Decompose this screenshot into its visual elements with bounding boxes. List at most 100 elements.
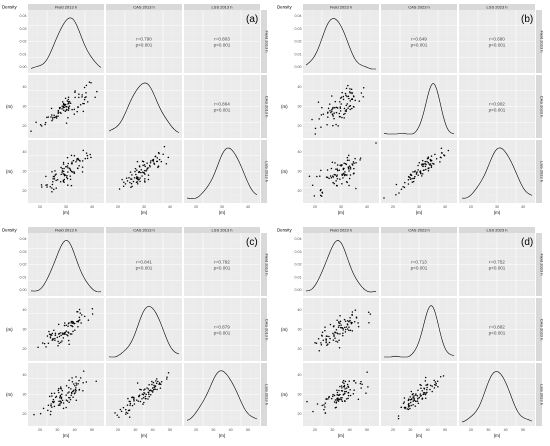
scatter-point	[397, 417, 400, 420]
density-curve	[305, 240, 377, 293]
scatter-point	[341, 387, 343, 389]
scatter-point	[67, 109, 70, 111]
scatter-point	[439, 376, 442, 378]
scatter-point	[329, 109, 331, 112]
scatter-point	[333, 173, 336, 176]
p-value: p<0.001	[489, 331, 506, 336]
scatter-point	[319, 189, 322, 192]
scatter-point	[81, 314, 83, 316]
scatter-point	[83, 98, 86, 101]
scatter-point	[66, 105, 68, 108]
scatter-point	[54, 174, 56, 176]
scatter-point	[56, 179, 59, 181]
scatter-point	[336, 341, 339, 343]
scatter-point	[347, 84, 349, 87]
scatter-point	[145, 393, 147, 396]
scatter-point	[413, 395, 415, 397]
scatter-point	[336, 393, 338, 396]
scatter-point	[331, 175, 334, 177]
correlation-coefficient: r=0.649	[411, 37, 427, 42]
scatter-point	[351, 330, 354, 332]
scatter-point	[350, 88, 353, 91]
scatter-point	[71, 377, 73, 379]
y-tick-label: 40	[23, 373, 27, 377]
density-tick-label: 0.04	[295, 14, 302, 18]
scatter-point	[333, 335, 335, 337]
scatter-point	[342, 98, 345, 101]
scatter-point	[407, 408, 410, 411]
scatter-point	[321, 404, 323, 407]
scatter-point	[330, 111, 332, 114]
scatter-point	[156, 378, 158, 380]
scatter-point	[47, 404, 50, 406]
density-axis-title: Density	[2, 5, 17, 10]
figure-label: (a)	[246, 14, 258, 25]
scatter-point	[82, 389, 84, 392]
y-tick-label: 40	[298, 373, 302, 377]
scatter-point	[342, 95, 345, 98]
correlation-coefficient: r=0.882	[489, 325, 505, 330]
scatter-point	[336, 107, 339, 109]
scatter-point	[68, 105, 71, 107]
scatter-point	[66, 100, 69, 102]
scatter-point	[130, 178, 133, 180]
x-tick-label: 40	[229, 428, 233, 432]
scatter-point	[126, 180, 129, 182]
scatter-point	[65, 324, 67, 326]
scatter-point	[321, 192, 324, 194]
y-axis-title: (m)	[6, 169, 13, 174]
scatter-point	[339, 110, 342, 112]
scatter-point	[433, 387, 436, 389]
scatter-point	[425, 392, 427, 394]
scatter-point	[400, 406, 402, 409]
scatter-point	[123, 181, 125, 184]
column-strip-label: LSS 2023 h	[487, 4, 508, 9]
correlation-coefficient: r=0.902	[489, 102, 505, 107]
scatter-point	[422, 163, 424, 166]
scatter-point	[49, 413, 52, 416]
scatter-point	[349, 166, 352, 169]
scatter-point	[51, 119, 53, 122]
scatter-point	[329, 337, 331, 340]
scatter-point	[345, 163, 348, 166]
scatter-point	[86, 154, 89, 157]
row-strip	[261, 140, 267, 203]
scatter-point	[412, 403, 414, 406]
scatter-point	[148, 393, 150, 395]
scatter-point	[403, 406, 406, 409]
scatter-point	[65, 399, 68, 401]
scatter-point	[54, 334, 57, 336]
x-tick-label: 50	[365, 428, 369, 432]
scatter-point	[133, 400, 135, 402]
scatter-point	[345, 387, 348, 389]
scatter-point	[77, 167, 79, 169]
scatter-point	[129, 181, 131, 184]
scatter-point	[135, 173, 137, 176]
x-tick-label: 40	[521, 205, 525, 209]
scatter-point	[344, 171, 346, 173]
x-tick-label: 50	[246, 428, 250, 432]
x-tick-label: 50	[90, 428, 94, 432]
x-tick-label: 20	[469, 205, 473, 209]
scatter-point	[328, 395, 330, 398]
scatter-point	[166, 378, 168, 380]
scatter-point	[346, 103, 349, 105]
scatter-point	[144, 165, 146, 168]
scatter-point	[435, 384, 437, 387]
column-strip-label: CAS 2013 h	[133, 4, 155, 9]
scatter-point	[81, 166, 84, 168]
correlation-coefficient: r=0.879	[214, 325, 230, 330]
scatter-point	[57, 109, 60, 112]
scatter-point	[95, 380, 97, 383]
scatter-point	[67, 184, 69, 186]
scatter-point	[395, 183, 398, 186]
x-tick-label: 20	[469, 428, 473, 432]
scatter-point	[57, 111, 60, 113]
scatter-point	[78, 308, 81, 311]
row-strip	[536, 233, 542, 296]
correlation-coefficient: r=0.713	[411, 260, 427, 265]
scatter-point	[429, 163, 432, 165]
scatter-point	[51, 183, 54, 186]
scatter-point	[51, 395, 53, 397]
scatter-point	[345, 390, 348, 393]
